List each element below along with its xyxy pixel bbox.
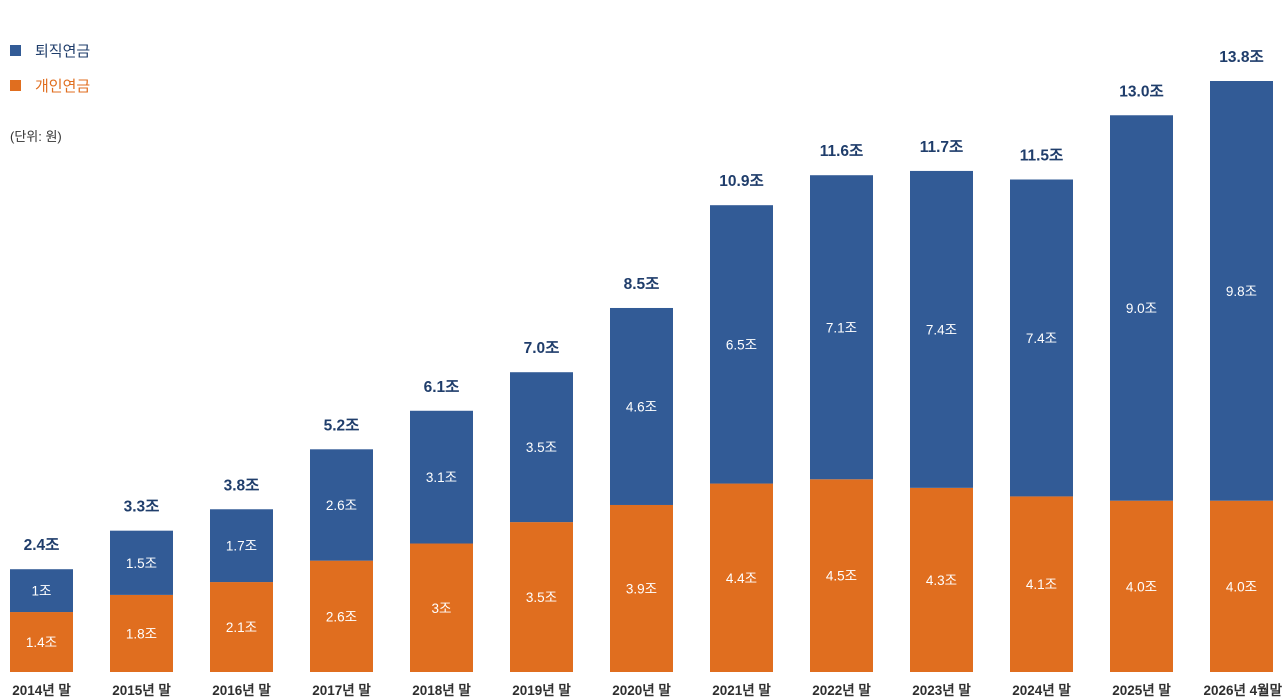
- label-retirement-5: 3.5조: [526, 440, 557, 455]
- bar-retirement-2: [210, 509, 273, 583]
- bar-retirement-7: [710, 205, 773, 484]
- total-label-6: 8.5조: [624, 276, 660, 293]
- total-label-7: 10.9조: [719, 173, 763, 190]
- label-personal-7: 4.4조: [726, 571, 757, 586]
- bar-retirement-0: [10, 569, 73, 613]
- label-retirement-4: 3.1조: [426, 470, 457, 485]
- total-label-12: 13.8조: [1219, 49, 1263, 66]
- bar-personal-5: [510, 522, 573, 672]
- label-personal-11: 4.0조: [1126, 579, 1157, 594]
- label-personal-3: 2.6조: [326, 609, 357, 624]
- bar-retirement-5: [510, 372, 573, 523]
- bar-personal-10: [1010, 496, 1073, 672]
- unit-note: (단위: 원): [10, 129, 62, 144]
- label-retirement-3: 2.6조: [326, 498, 357, 513]
- label-personal-4: 3조: [432, 601, 452, 616]
- label-retirement-2: 1.7조: [226, 539, 257, 554]
- legend-item-retirement: 퇴직연금: [10, 38, 90, 62]
- total-label-4: 6.1조: [424, 379, 460, 396]
- legend-swatch-retirement: [10, 44, 21, 56]
- total-label-3: 5.2조: [324, 417, 360, 434]
- chart-legend: 퇴직연금 개인연금: [10, 38, 90, 108]
- legend-swatch-personal: [10, 79, 21, 91]
- legend-item-personal: 개인연금: [10, 73, 90, 97]
- bar-personal-2: [210, 582, 273, 672]
- bar-personal-8: [810, 479, 873, 672]
- label-personal-6: 3.9조: [626, 581, 657, 596]
- label-personal-10: 4.1조: [1026, 577, 1057, 592]
- bar-retirement-3: [310, 449, 373, 561]
- bar-personal-7: [710, 483, 773, 672]
- bar-personal-4: [410, 543, 473, 672]
- total-label-0: 2.4조: [24, 537, 60, 554]
- category-label-8: 2022년 말: [812, 683, 871, 698]
- total-label-11: 13.0조: [1119, 83, 1163, 100]
- bar-retirement-6: [610, 307, 673, 505]
- label-retirement-8: 7.1조: [826, 320, 857, 335]
- label-personal-1: 1.8조: [126, 626, 157, 641]
- category-label-3: 2017년 말: [312, 683, 371, 698]
- label-retirement-9: 7.4조: [926, 322, 957, 337]
- total-label-9: 11.7조: [920, 139, 964, 156]
- label-personal-5: 3.5조: [526, 590, 557, 605]
- label-personal-9: 4.3조: [926, 573, 957, 588]
- category-label-4: 2018년 말: [412, 683, 471, 698]
- label-personal-12: 4.0조: [1226, 579, 1257, 594]
- bar-retirement-11: [1110, 115, 1173, 501]
- total-label-5: 7.0조: [524, 340, 560, 357]
- legend-label-personal: 개인연금: [35, 77, 91, 95]
- total-label-2: 3.8조: [224, 477, 260, 494]
- label-personal-0: 1.4조: [26, 635, 57, 650]
- label-personal-8: 4.5조: [826, 569, 857, 584]
- category-label-5: 2019년 말: [512, 683, 571, 698]
- category-label-0: 2014년 말: [12, 683, 71, 698]
- total-label-8: 11.6조: [820, 143, 864, 160]
- bar-retirement-4: [410, 410, 473, 544]
- label-retirement-11: 9.0조: [1126, 301, 1157, 316]
- category-label-10: 2024년 말: [1012, 683, 1071, 698]
- category-label-6: 2020년 말: [612, 683, 671, 698]
- total-label-1: 3.3조: [124, 499, 160, 516]
- bar-personal-3: [310, 560, 373, 672]
- bar-personal-9: [910, 487, 973, 672]
- bar-retirement-1: [110, 530, 173, 595]
- bar-personal-11: [1110, 500, 1173, 672]
- total-label-10: 11.5조: [1020, 148, 1064, 165]
- category-label-1: 2015년 말: [112, 683, 171, 698]
- label-retirement-7: 6.5조: [726, 337, 757, 352]
- label-personal-2: 2.1조: [226, 620, 257, 635]
- label-retirement-0: 1조: [32, 584, 52, 599]
- category-label-12: 2026년 4월말: [1203, 682, 1282, 698]
- bar-retirement-9: [910, 170, 973, 488]
- category-label-11: 2025년 말: [1112, 683, 1171, 698]
- bar-retirement-10: [1010, 179, 1073, 497]
- category-label-9: 2023년 말: [912, 683, 971, 698]
- label-retirement-6: 4.6조: [626, 399, 657, 414]
- bar-personal-12: [1210, 500, 1273, 672]
- bar-retirement-8: [810, 175, 873, 480]
- bar-personal-6: [610, 504, 673, 672]
- label-retirement-12: 9.8조: [1226, 284, 1257, 299]
- category-label-2: 2016년 말: [212, 683, 271, 698]
- category-label-7: 2021년 말: [712, 683, 771, 698]
- legend-label-retirement: 퇴직연금: [35, 42, 91, 60]
- label-retirement-10: 7.4조: [1026, 331, 1057, 346]
- bar-personal-1: [110, 594, 173, 672]
- label-retirement-1: 1.5조: [126, 556, 157, 571]
- bar-personal-0: [10, 612, 73, 672]
- bar-retirement-12: [1210, 81, 1273, 501]
